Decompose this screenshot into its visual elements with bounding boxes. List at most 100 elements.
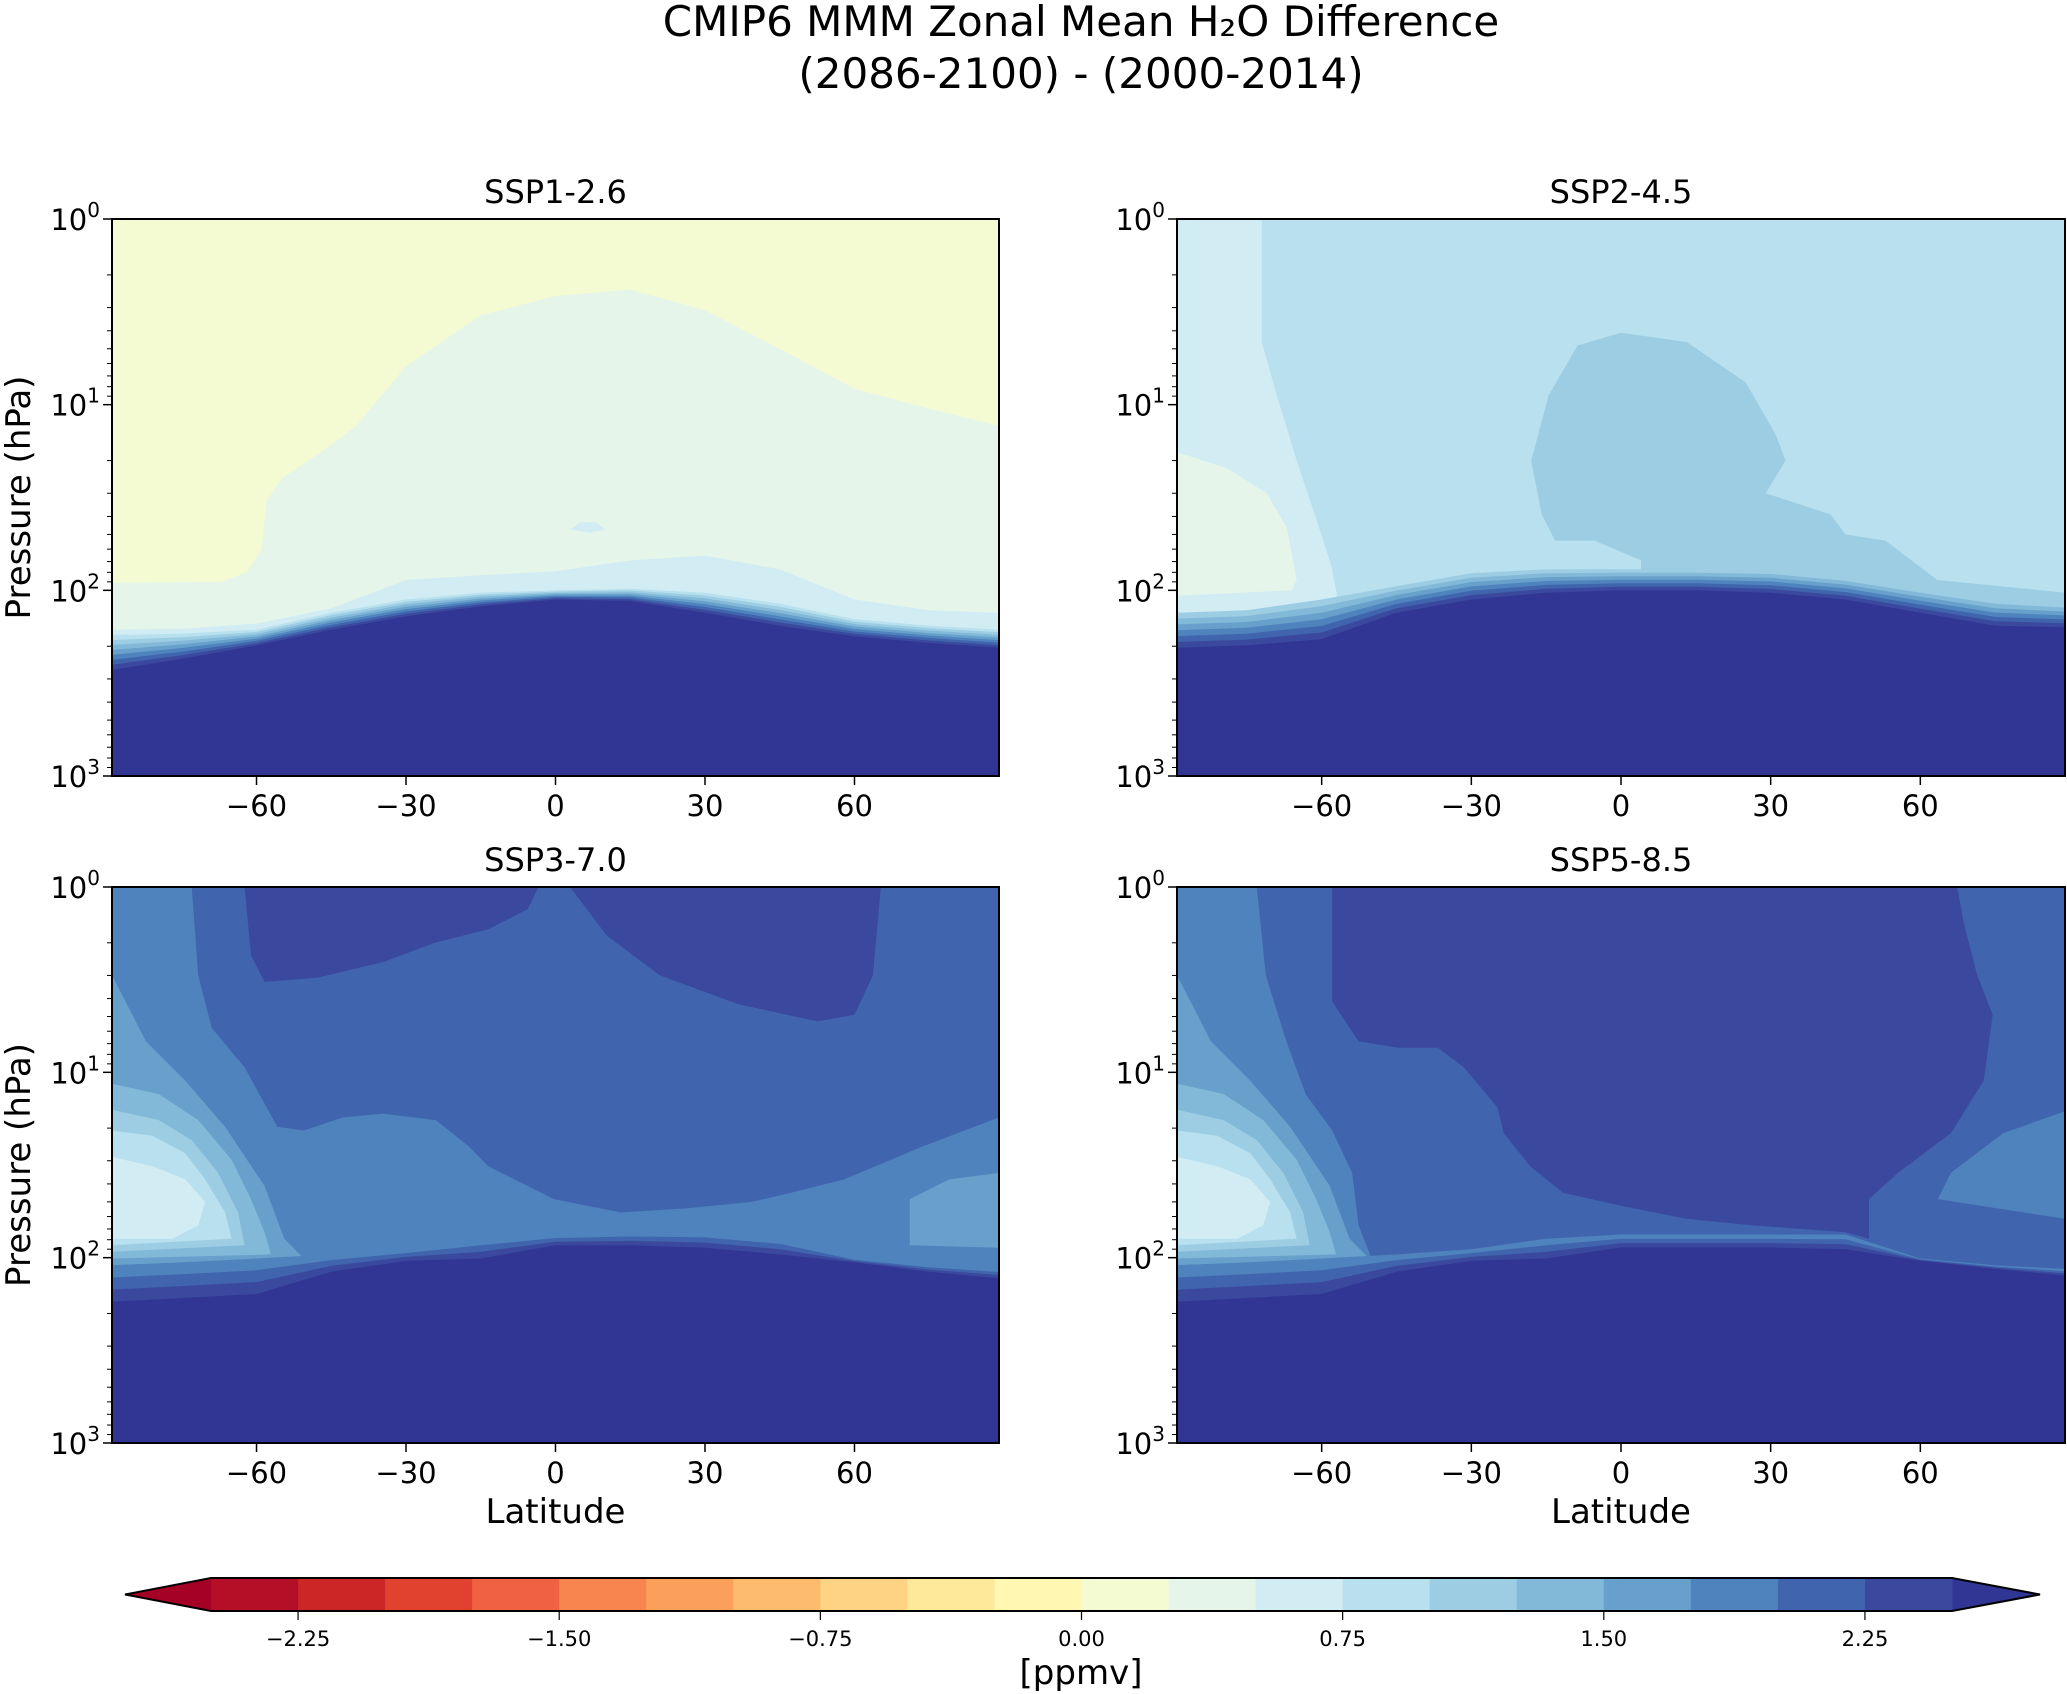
x-tick-label: 30 xyxy=(1752,789,1789,823)
panel-ssp3-7.0: SSP3-7.0−60 −30 0 30 60100101102103Pressure … xyxy=(0,841,1000,1532)
panel-title: SSP1-2.6 xyxy=(484,173,627,211)
contour-region xyxy=(244,887,539,982)
y-tick-label: 100 xyxy=(50,866,100,905)
y-tick-exponent: 2 xyxy=(87,569,100,593)
y-tick-exponent: 3 xyxy=(1152,1422,1165,1446)
contour-over-fill xyxy=(112,599,999,776)
colorbar-swatch xyxy=(1690,1578,1779,1611)
y-tick-label: 101 xyxy=(1115,384,1165,423)
contour-region xyxy=(570,522,606,533)
y-tick-label: 102 xyxy=(1115,569,1165,608)
panel-ssp2-4.5: SSP2-4.5 −60 −30 0 30 60 100 101 102 103 xyxy=(1115,173,2066,823)
colorbar-swatch xyxy=(1168,1578,1257,1611)
contour-region xyxy=(112,887,999,1347)
x-tick-label: −30 xyxy=(375,1456,436,1490)
y-tick-label: 102 xyxy=(50,1237,100,1276)
y-tick-label: 100 xyxy=(50,198,100,237)
x-tick-label: 0 xyxy=(546,1456,564,1490)
contour-fills xyxy=(1177,219,2065,776)
x-tick-label: 60 xyxy=(836,1456,873,1490)
contour-region xyxy=(909,1172,999,1248)
x-tick-label: 0 xyxy=(546,789,564,823)
x-tick-label: −60 xyxy=(226,1456,287,1490)
panel-title: SSP2-4.5 xyxy=(1550,173,1693,211)
y-tick-exponent: 2 xyxy=(1152,569,1165,593)
contour-region xyxy=(1177,1156,1271,1239)
y-tick-exponent: 3 xyxy=(87,1422,100,1446)
colorbar-swatch xyxy=(211,1578,299,1611)
x-tick-label: −30 xyxy=(375,789,436,823)
contour-region xyxy=(1937,1111,2065,1219)
colorbar-swatch xyxy=(298,1578,386,1611)
figure-title-line2: (2086-2100) - (2000-2014) xyxy=(798,49,1363,98)
x-tick-label: 30 xyxy=(687,789,724,823)
contour-region xyxy=(1332,887,1993,1239)
contour-fills xyxy=(112,219,999,776)
colorbar-tick-label: −0.75 xyxy=(788,1627,852,1651)
panel-ssp1-2.6: SSP1-2.6−60 −30 0 30 60100101102103Pressure … xyxy=(0,173,1000,823)
colorbar-swatch xyxy=(1429,1578,1518,1611)
contour-region xyxy=(1177,452,1297,596)
x-tick-label: −60 xyxy=(1291,1456,1352,1490)
y-tick-exponent: 0 xyxy=(87,866,100,890)
y-tick-label: 101 xyxy=(1115,1051,1165,1090)
y-tick-label: 100 xyxy=(1115,866,1165,905)
colorbar-over-arrow xyxy=(1952,1578,2040,1611)
contour-region xyxy=(570,887,881,1022)
colorbar-outline xyxy=(124,1577,2041,1612)
y-axis-label: Pressure (hPa) xyxy=(0,376,39,620)
contour-fills xyxy=(112,887,999,1443)
x-axis-label: Latitude xyxy=(486,1492,626,1532)
contour-over-fill xyxy=(1177,1247,2065,1443)
contour-fills xyxy=(1177,887,2065,1443)
y-tick-exponent: 1 xyxy=(1152,384,1165,408)
y-tick-exponent: 0 xyxy=(1152,198,1165,222)
x-axis-label: Latitude xyxy=(1551,1492,1691,1532)
y-tick-label: 103 xyxy=(1115,755,1165,794)
colorbar-swatch xyxy=(1777,1578,1866,1611)
colorbar-tick-label: −2.25 xyxy=(266,1627,330,1651)
y-tick-label: 102 xyxy=(50,569,100,608)
y-tick-exponent: 3 xyxy=(1152,755,1165,779)
y-tick-exponent: 3 xyxy=(87,755,100,779)
x-tick-label: 30 xyxy=(1752,1456,1789,1490)
x-tick-label: 60 xyxy=(1902,789,1939,823)
colorbar-swatch xyxy=(1342,1578,1431,1611)
colorbar-swatch xyxy=(1864,1578,1953,1611)
colorbar-tick-label: 0.00 xyxy=(1058,1627,1105,1651)
x-tick-label: 30 xyxy=(687,1456,724,1490)
colorbar-label: [ppmv] xyxy=(1020,1653,1143,1693)
colorbar-swatch xyxy=(907,1578,996,1611)
x-tick-label: 60 xyxy=(836,789,873,823)
y-tick-exponent: 0 xyxy=(87,198,100,222)
y-axis-label: Pressure (hPa) xyxy=(0,1043,39,1287)
y-tick-exponent: 0 xyxy=(1152,866,1165,890)
x-tick-label: −30 xyxy=(1441,789,1502,823)
colorbar-swatch xyxy=(820,1578,908,1611)
y-tick-label: 103 xyxy=(50,1422,100,1461)
colorbar-tick-label: 1.50 xyxy=(1580,1627,1627,1651)
panel-title: SSP5-8.5 xyxy=(1550,841,1693,879)
y-tick-label: 103 xyxy=(50,755,100,794)
x-tick-label: −60 xyxy=(1291,789,1352,823)
colorbar-swatch xyxy=(1081,1578,1170,1611)
y-tick-label: 102 xyxy=(1115,1237,1165,1276)
colorbar-tick-label: 0.75 xyxy=(1319,1627,1366,1651)
y-tick-label: 103 xyxy=(1115,1422,1165,1461)
y-tick-exponent: 1 xyxy=(87,1051,100,1075)
x-tick-label: 0 xyxy=(1612,1456,1630,1490)
colorbar-swatch xyxy=(1516,1578,1605,1611)
panel-title: SSP3-7.0 xyxy=(484,841,627,879)
colorbar-swatch xyxy=(646,1578,734,1611)
colorbar-swatch xyxy=(559,1578,647,1611)
contour-over-fill xyxy=(1177,590,2065,776)
contour-over-fill xyxy=(112,1245,999,1443)
y-tick-label: 100 xyxy=(1115,198,1165,237)
y-tick-exponent: 1 xyxy=(1152,1051,1165,1075)
colorbar-tick-label: 2.25 xyxy=(1842,1627,1889,1651)
figure-title-line1: CMIP6 MMM Zonal Mean H₂O Difference xyxy=(663,0,1499,46)
colorbar-swatch xyxy=(385,1578,473,1611)
colorbar-swatch xyxy=(1603,1578,1692,1611)
